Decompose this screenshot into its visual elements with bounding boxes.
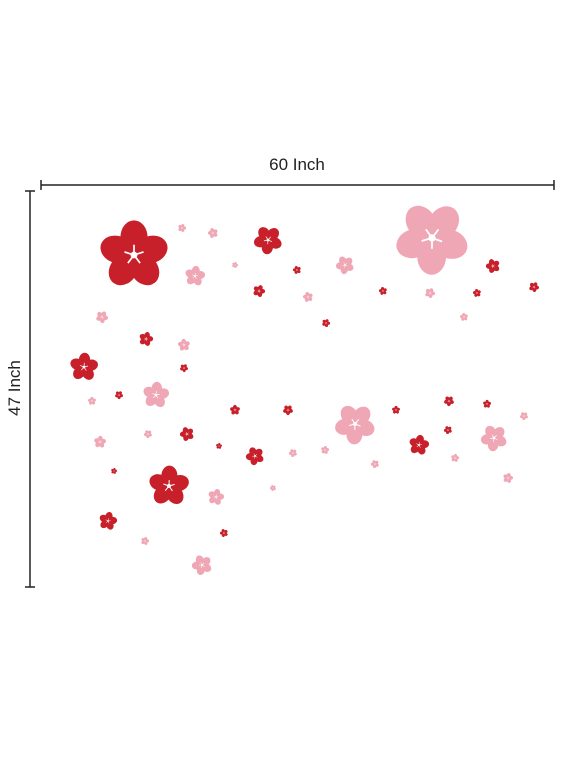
flower bbox=[205, 225, 221, 241]
flower bbox=[67, 351, 101, 384]
flower bbox=[501, 471, 515, 485]
flower bbox=[136, 329, 156, 349]
flower bbox=[246, 218, 290, 262]
flower bbox=[175, 336, 193, 354]
flower bbox=[368, 457, 382, 471]
flower bbox=[186, 549, 218, 581]
flower bbox=[139, 535, 151, 547]
flower bbox=[526, 279, 542, 295]
width-label: 60 Inch bbox=[269, 155, 325, 174]
flower bbox=[141, 427, 155, 441]
flower bbox=[482, 399, 492, 409]
flower bbox=[112, 389, 126, 402]
flower bbox=[441, 423, 455, 437]
flower bbox=[300, 289, 316, 305]
flower bbox=[517, 409, 531, 423]
flower bbox=[86, 395, 98, 407]
flower bbox=[96, 509, 120, 533]
flower bbox=[215, 442, 223, 450]
flower bbox=[406, 432, 432, 458]
flower bbox=[473, 418, 514, 459]
flower bbox=[92, 435, 108, 450]
flower bbox=[377, 285, 389, 297]
flower bbox=[110, 467, 118, 475]
flower bbox=[230, 260, 240, 270]
flower bbox=[182, 264, 208, 289]
flower bbox=[441, 393, 457, 409]
flower bbox=[145, 464, 193, 509]
flower bbox=[482, 255, 504, 277]
flower bbox=[268, 483, 278, 493]
flower bbox=[331, 251, 359, 279]
flower bbox=[286, 446, 300, 460]
flower bbox=[228, 403, 242, 418]
flower-decals bbox=[67, 184, 542, 581]
flower bbox=[140, 380, 172, 411]
flower bbox=[217, 526, 231, 540]
flower bbox=[449, 453, 461, 464]
flower bbox=[290, 264, 303, 277]
flower bbox=[250, 282, 268, 300]
flower bbox=[95, 219, 173, 292]
flower bbox=[458, 311, 470, 323]
flower bbox=[376, 184, 487, 294]
flower bbox=[241, 442, 269, 470]
flower bbox=[320, 317, 332, 329]
flower bbox=[176, 222, 188, 234]
flower bbox=[205, 486, 227, 508]
flower bbox=[324, 393, 386, 455]
flower bbox=[319, 445, 331, 455]
flower bbox=[177, 362, 190, 375]
flower bbox=[92, 308, 111, 326]
flower bbox=[176, 423, 198, 445]
height-label: 47 Inch bbox=[5, 360, 24, 416]
flower bbox=[391, 405, 401, 415]
flower bbox=[280, 402, 296, 418]
flower bbox=[471, 287, 483, 299]
flower bbox=[422, 285, 438, 301]
